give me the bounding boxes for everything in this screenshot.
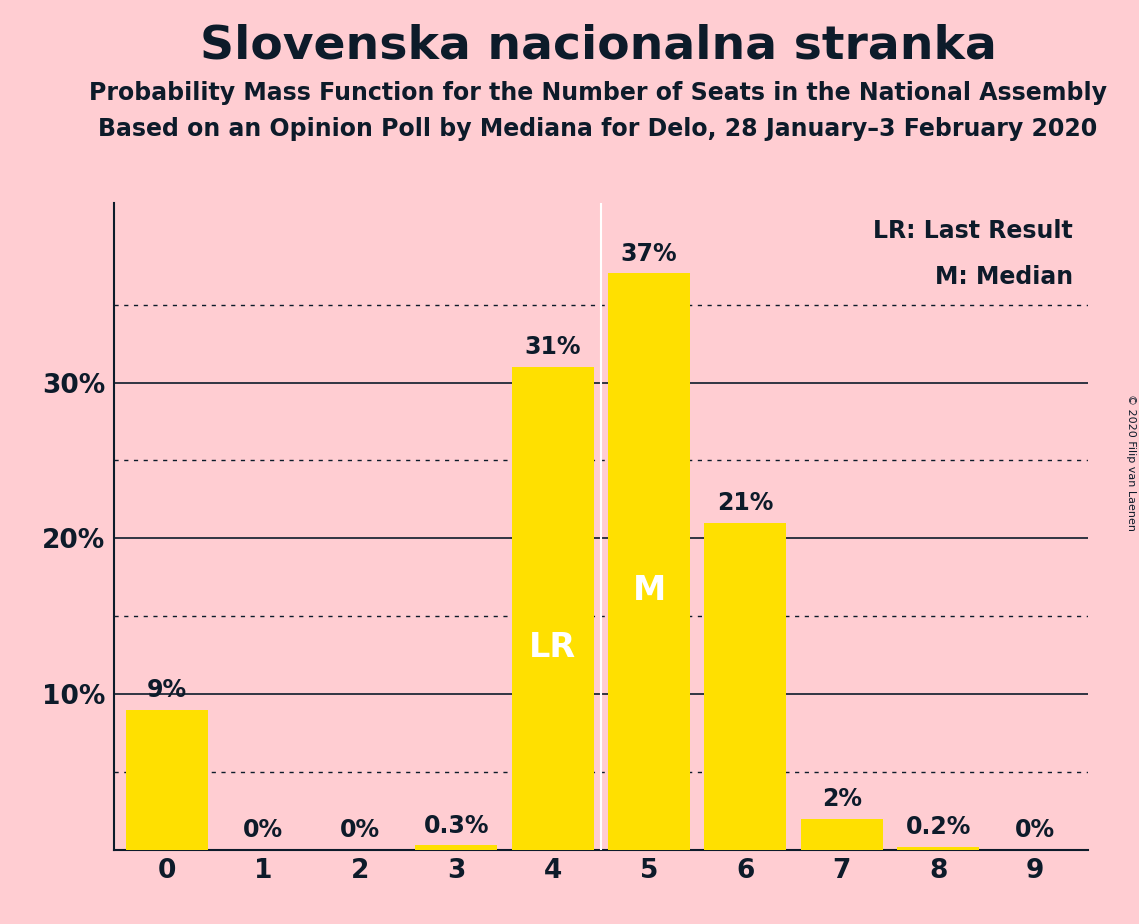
Bar	[416, 845, 497, 850]
Bar	[126, 710, 208, 850]
Text: Probability Mass Function for the Number of Seats in the National Assembly: Probability Mass Function for the Number…	[89, 81, 1107, 105]
Text: 0%: 0%	[1015, 819, 1055, 843]
Bar	[705, 523, 786, 850]
Text: Slovenska nacionalna stranka: Slovenska nacionalna stranka	[199, 23, 997, 68]
Text: 21%: 21%	[718, 491, 773, 515]
Text: 0%: 0%	[244, 819, 284, 843]
Text: © 2020 Filip van Laenen: © 2020 Filip van Laenen	[1126, 394, 1136, 530]
Text: 9%: 9%	[147, 678, 187, 702]
Text: 37%: 37%	[621, 241, 678, 265]
Text: Based on an Opinion Poll by Mediana for Delo, 28 January–3 February 2020: Based on an Opinion Poll by Mediana for …	[98, 117, 1098, 141]
Text: LR: LR	[528, 631, 576, 663]
Text: 2%: 2%	[822, 787, 862, 811]
Text: 0.2%: 0.2%	[906, 815, 970, 839]
Bar	[608, 274, 690, 850]
Text: 0.3%: 0.3%	[424, 814, 489, 838]
Bar	[898, 847, 980, 850]
Text: M: Median: M: Median	[935, 264, 1073, 288]
Text: 0%: 0%	[339, 819, 379, 843]
Text: M: M	[632, 574, 665, 607]
Bar	[511, 367, 593, 850]
Bar	[801, 819, 883, 850]
Text: 31%: 31%	[524, 335, 581, 359]
Text: LR: Last Result: LR: Last Result	[874, 220, 1073, 243]
